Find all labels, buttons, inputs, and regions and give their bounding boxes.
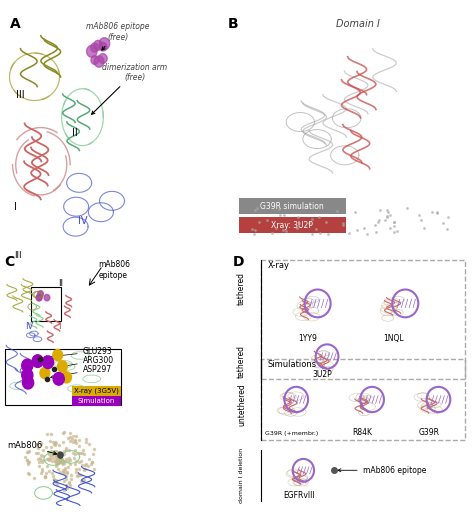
Circle shape	[22, 369, 33, 381]
Polygon shape	[44, 295, 50, 301]
Polygon shape	[38, 291, 44, 297]
Text: IV: IV	[78, 216, 88, 226]
Text: I: I	[58, 321, 61, 331]
Polygon shape	[99, 42, 107, 51]
Polygon shape	[99, 38, 109, 50]
FancyBboxPatch shape	[239, 217, 346, 233]
Text: Simulation: Simulation	[77, 398, 115, 404]
Text: III: III	[16, 90, 24, 100]
Polygon shape	[94, 56, 104, 67]
Text: D: D	[232, 255, 244, 269]
Circle shape	[57, 361, 67, 372]
Text: mAb806 epitope
(free): mAb806 epitope (free)	[86, 22, 150, 50]
Text: dimerization arm
(free): dimerization arm (free)	[91, 62, 167, 115]
Circle shape	[22, 359, 33, 372]
Text: R84K: R84K	[353, 428, 373, 437]
Circle shape	[32, 355, 43, 367]
Polygon shape	[87, 45, 97, 57]
Text: G39R: G39R	[419, 428, 439, 437]
Circle shape	[53, 373, 64, 385]
Text: tethered: tethered	[237, 345, 246, 378]
Circle shape	[43, 356, 54, 368]
Text: tethered: tethered	[237, 272, 246, 305]
Text: G39R simulation: G39R simulation	[260, 202, 323, 211]
Text: Simulations: Simulations	[268, 360, 317, 368]
Polygon shape	[91, 43, 99, 52]
Circle shape	[22, 376, 34, 389]
Text: C: C	[5, 255, 15, 269]
Polygon shape	[36, 294, 42, 301]
Polygon shape	[99, 54, 107, 63]
Text: B: B	[228, 18, 238, 31]
Text: GLU293: GLU293	[44, 347, 112, 359]
Circle shape	[53, 349, 63, 361]
Text: untethered: untethered	[237, 383, 246, 426]
Text: X-ray (3G5V): X-ray (3G5V)	[73, 388, 118, 394]
Text: G39R (+membr.): G39R (+membr.)	[265, 431, 318, 436]
Bar	[5, 349, 120, 405]
Text: mAb806 epitope: mAb806 epitope	[338, 466, 426, 475]
Text: 3U2P: 3U2P	[312, 370, 332, 379]
Text: Xray: 3U2P: Xray: 3U2P	[271, 221, 312, 230]
Circle shape	[58, 452, 63, 458]
Bar	[31, 286, 61, 320]
Text: A: A	[9, 18, 20, 31]
Text: III: III	[14, 251, 21, 260]
FancyBboxPatch shape	[72, 396, 120, 406]
Text: 1YY9: 1YY9	[299, 334, 318, 343]
Circle shape	[40, 367, 50, 379]
Circle shape	[62, 372, 72, 383]
Text: 1NQL: 1NQL	[383, 334, 404, 343]
Polygon shape	[94, 40, 102, 50]
Text: X-ray: X-ray	[268, 261, 290, 270]
Text: II: II	[58, 279, 63, 288]
Text: IV: IV	[25, 321, 33, 331]
Polygon shape	[91, 56, 99, 64]
Text: EGFRvIII: EGFRvIII	[283, 491, 314, 500]
Text: mAb806
epitope: mAb806 epitope	[98, 261, 130, 280]
Text: ASP297: ASP297	[51, 365, 112, 378]
Polygon shape	[36, 295, 42, 301]
Text: ARG300: ARG300	[57, 356, 114, 368]
Text: I: I	[14, 202, 17, 212]
FancyBboxPatch shape	[72, 385, 120, 396]
Text: mAb806: mAb806	[7, 441, 57, 455]
Text: II: II	[72, 128, 78, 138]
FancyBboxPatch shape	[239, 198, 346, 215]
Text: Domain I: Domain I	[336, 19, 380, 29]
Text: domain I deletion: domain I deletion	[239, 448, 244, 503]
